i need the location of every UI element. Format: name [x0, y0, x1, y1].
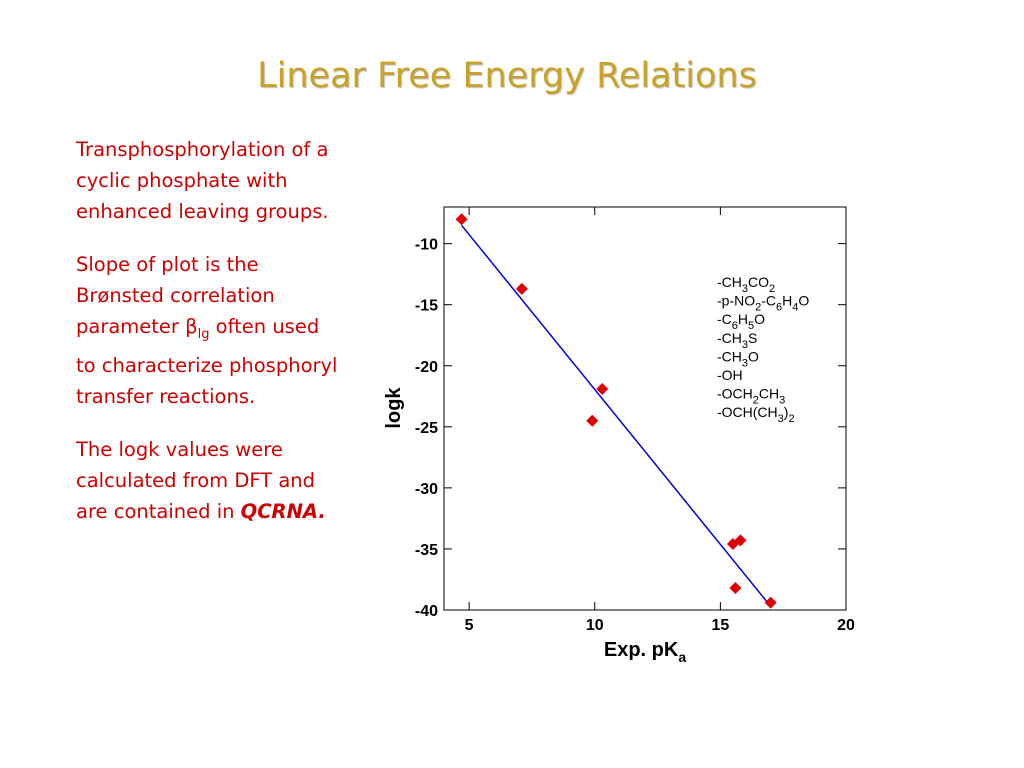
data-point	[764, 596, 777, 609]
label-subscript: a	[678, 649, 686, 665]
x-axis-label: Exp. pKa	[604, 639, 686, 665]
paragraph: Slope of plot is the Brønsted correlatio…	[76, 249, 341, 412]
y-tick-label: -35	[415, 542, 438, 559]
legend-label: -p-NO2-C6H4O	[717, 293, 809, 314]
y-tick-label: -40	[415, 603, 438, 620]
label-text: Exp. pK	[604, 639, 679, 661]
y-tick-label: -20	[415, 359, 438, 376]
legend-label: -OH	[717, 367, 743, 383]
x-tick-label: 5	[465, 617, 474, 634]
y-tick-label: -25	[415, 420, 438, 437]
data-point	[729, 582, 742, 595]
body-text: Transphosphorylation of a cyclic phospha…	[76, 134, 341, 549]
legend-label: -OCH2CH3	[717, 386, 785, 407]
data-point	[586, 414, 599, 427]
legend-label: -CH3O	[717, 348, 759, 369]
data-point	[596, 382, 609, 395]
text: Transphosphorylation of a cyclic phospha…	[76, 138, 329, 223]
legend-label: -C6H5O	[717, 311, 765, 332]
subscript: lg	[197, 326, 210, 342]
x-tick-label: 10	[586, 617, 604, 634]
text: Slope of plot is the Brønsted correlatio…	[76, 253, 275, 338]
legend-label: -CH3S	[717, 330, 757, 351]
x-tick-label: 15	[711, 617, 729, 634]
y-tick-label: -10	[415, 237, 438, 254]
y-axis-label: logk	[383, 387, 405, 429]
x-tick-label: 20	[837, 617, 855, 634]
legend-label: -OCH(CH3)2	[717, 404, 795, 425]
paragraph: Transphosphorylation of a cyclic phospha…	[76, 134, 341, 227]
data-point	[734, 534, 747, 547]
slide-title: Linear Free Energy Relations	[257, 56, 757, 96]
emphasis: QCRNA.	[240, 499, 326, 523]
text: The logk values were calculated from DFT…	[76, 437, 316, 523]
fit-line	[461, 224, 772, 607]
legend-label: -CH3CO2	[717, 274, 775, 295]
y-tick-label: -30	[415, 481, 438, 498]
paragraph: The logk values were calculated from DFT…	[76, 434, 341, 527]
plot-frame	[443, 206, 847, 611]
data-point	[515, 282, 528, 295]
text: often used to characterize phosphoryl tr…	[76, 315, 338, 408]
y-tick-label: -15	[415, 298, 438, 315]
data-point	[455, 213, 468, 226]
